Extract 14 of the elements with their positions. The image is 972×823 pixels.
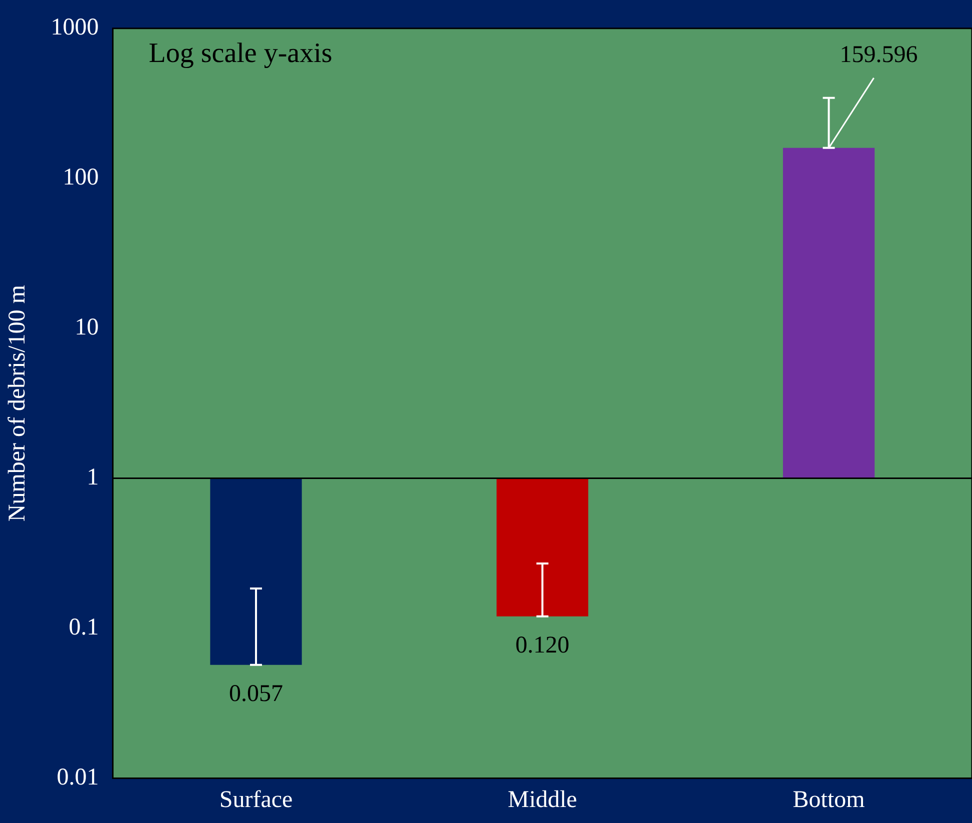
y-tick-label: 10	[74, 314, 99, 341]
x-tick-label: Middle	[508, 786, 578, 813]
data-label: 0.057	[229, 681, 283, 708]
data-label: 0.120	[515, 632, 570, 659]
y-tick-label: 0.1	[68, 614, 99, 641]
x-tick-label: Surface	[219, 786, 293, 813]
y-axis-title: Number of debris/100 m	[4, 284, 31, 522]
y-tick-label: 1	[86, 464, 99, 491]
annotation: Log scale y-axis	[148, 38, 332, 69]
y-tick-label: 0.01	[56, 764, 99, 790]
y-tick-label: 100	[62, 164, 99, 191]
x-tick-label: Bottom	[792, 786, 866, 813]
data-label: 159.596	[840, 42, 918, 68]
y-tick-label: 1000	[50, 14, 99, 41]
